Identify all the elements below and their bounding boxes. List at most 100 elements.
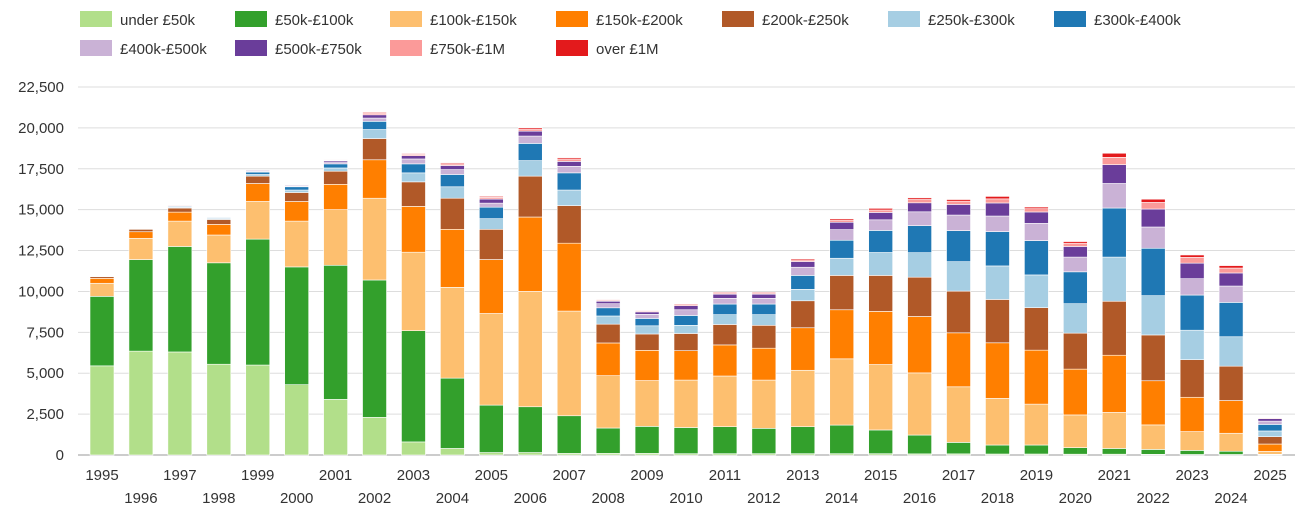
- bar-segment-400k-500k-2008: [595, 303, 621, 309]
- bar-segment-300k-400k-2016: [907, 225, 932, 253]
- bar-segment-150k-200k-2010: [673, 350, 699, 381]
- x-axis: 1995 1996 1997 1998 1999 2000 2001 2002 2003 2004…: [85, 467, 1286, 507]
- bar-segment-100k-150k-1996: [128, 237, 154, 260]
- bar-segment-250k-300k-2015: [868, 252, 893, 276]
- y-axis: 0 2,500 5,000 7,500 10,000 12,500 15,000 17,500…: [18, 79, 64, 464]
- bar-segment-500k-750k-2012: [751, 293, 777, 299]
- bar-segment-100k-150k-2019: [1024, 403, 1049, 446]
- bar-segment-750k-1m-2014: [829, 219, 855, 223]
- bar-segment-300k-400k-2011: [712, 303, 738, 315]
- legend-swatch: [556, 11, 588, 27]
- bar-segment-750k-1m-2016: [907, 199, 932, 204]
- bar-segment-200k-250k-2011: [712, 324, 738, 346]
- bar-segment-100k-150k-2014: [829, 358, 855, 426]
- bar-segment-100k-150k-1995: [89, 282, 115, 297]
- bar-segment-50k-100k-2000: [284, 266, 309, 385]
- bar-segment-150k-200k-2018: [985, 342, 1010, 399]
- bar-segment-500k-750k-2022: [1140, 208, 1166, 228]
- bar-segment-100k-150k-2005: [479, 313, 504, 406]
- bar-segment-250k-300k-2011: [712, 314, 738, 325]
- bar-segment-over-1m-2010: [673, 303, 699, 305]
- y-tick-label: 15,000: [18, 202, 64, 219]
- legend-item-50k-100k[interactable]: £50k-£100k: [235, 11, 354, 29]
- bar-segment-over-1m-2005: [479, 196, 504, 198]
- bar-segment-400k-500k-2004: [440, 169, 465, 175]
- legend-label: £200k-£250k: [762, 12, 849, 29]
- bar-segment-50k-100k-2003: [401, 330, 426, 443]
- bar-segment-50k-100k-2019: [1024, 444, 1049, 455]
- bar-segment-100k-150k-2004: [440, 287, 465, 379]
- y-tick-label: 2,500: [26, 406, 64, 423]
- bar-segment-200k-250k-2020: [1063, 332, 1088, 370]
- bar-segment-50k-100k-2016: [907, 434, 932, 455]
- legend-swatch: [722, 11, 754, 27]
- bar-segment-200k-250k-2019: [1024, 307, 1049, 351]
- legend-swatch: [1054, 11, 1086, 27]
- legend-item-500k-750k[interactable]: £500k-£750k: [235, 40, 362, 58]
- bar-segment-250k-300k-2014: [829, 257, 855, 276]
- bar-segment-100k-150k-2016: [907, 372, 932, 436]
- bar-segment-under-50k-1996: [128, 350, 154, 456]
- bar-stack-2024: [1218, 265, 1244, 456]
- bar-segment-500k-750k-2020: [1063, 246, 1088, 258]
- bar-segment-100k-150k-2017: [946, 386, 971, 443]
- bar-segment-150k-200k-2023: [1179, 396, 1205, 432]
- bar-stack-2017: [946, 199, 971, 456]
- bar-segment-50k-100k-1999: [245, 238, 271, 366]
- bar-segment-under-50k-2005: [479, 452, 504, 456]
- bar-segment-over-1m-2009: [634, 309, 660, 312]
- bar-segment-150k-200k-2003: [401, 206, 426, 253]
- bar-segment-300k-400k-2006: [517, 143, 543, 161]
- bar-segment-250k-300k-2000: [284, 189, 309, 193]
- legend-item-750k-1m[interactable]: £750k-£1M: [390, 40, 505, 58]
- bar-stack-1996: [128, 227, 154, 456]
- bar-segment-400k-500k-2012: [751, 298, 777, 305]
- bar-segment-200k-250k-1998: [206, 219, 232, 225]
- bar-segment-400k-500k-2023: [1179, 278, 1205, 296]
- bar-segment-300k-400k-2008: [595, 307, 621, 317]
- legend-item-200k-250k[interactable]: £200k-£250k: [722, 11, 849, 29]
- bar-segment-150k-200k-2008: [595, 342, 621, 376]
- bar-segment-under-50k-1997: [167, 351, 193, 456]
- bar-segment-150k-200k-2015: [868, 311, 893, 365]
- bar-segment-250k-300k-2002: [362, 129, 387, 139]
- bar-segment-over-1m-2004: [440, 162, 465, 165]
- bar-segment-100k-150k-2006: [517, 291, 543, 408]
- bar-segment-250k-300k-2021: [1101, 256, 1127, 302]
- legend-item-300k-400k[interactable]: £300k-£400k: [1054, 11, 1181, 29]
- legend-item-over-1m[interactable]: over £1M: [556, 40, 659, 58]
- bar-stack-2023: [1179, 254, 1205, 456]
- bar-segment-over-1m-2003: [401, 153, 426, 155]
- bar-segment-500k-750k-2008: [595, 300, 621, 305]
- x-tick-label: 2014: [825, 490, 858, 507]
- bar-stack-2018: [985, 196, 1010, 456]
- x-tick-label: 2002: [358, 490, 391, 507]
- bar-segment-200k-250k-2003: [401, 181, 426, 207]
- legend-item-150k-200k[interactable]: £150k-£200k: [556, 11, 683, 29]
- bar-segment-50k-100k-2023: [1179, 450, 1205, 455]
- bar-segment-50k-100k-2008: [595, 427, 621, 454]
- legend-item-100k-150k[interactable]: £100k-£150k: [390, 11, 517, 29]
- bar-segment-100k-150k-2008: [595, 375, 621, 429]
- legend-item-400k-500k[interactable]: £400k-£500k: [80, 40, 207, 58]
- legend-item-250k-300k[interactable]: £250k-£300k: [888, 11, 1015, 29]
- bar-segment-500k-750k-2004: [440, 165, 465, 170]
- bar-segment-400k-500k-2007: [556, 166, 582, 174]
- bar-segment-750k-1m-2024: [1218, 267, 1244, 274]
- legend-label: £400k-£500k: [120, 41, 207, 58]
- bar-segment-50k-100k-2005: [479, 404, 504, 453]
- bar-segment-over-1m-2002: [362, 112, 387, 114]
- bar-segment-200k-250k-2001: [323, 170, 348, 185]
- x-tick-label: 2023: [1175, 467, 1208, 484]
- bar-segment-250k-300k-2023: [1179, 329, 1205, 360]
- bar-segment-100k-150k-2010: [673, 379, 699, 428]
- bar-segment-200k-250k-2015: [868, 275, 893, 312]
- bar-segment-150k-200k-1999: [245, 183, 271, 202]
- bar-segment-under-50k-1998: [206, 363, 232, 456]
- legend-item-under-50k[interactable]: under £50k: [80, 11, 196, 29]
- bar-segment-250k-300k-2018: [985, 265, 1010, 300]
- bar-segment-100k-150k-2013: [790, 369, 816, 428]
- x-tick-label: 2009: [630, 467, 663, 484]
- y-tick-label: 12,500: [18, 243, 64, 260]
- bar-stack-1999: [245, 169, 271, 456]
